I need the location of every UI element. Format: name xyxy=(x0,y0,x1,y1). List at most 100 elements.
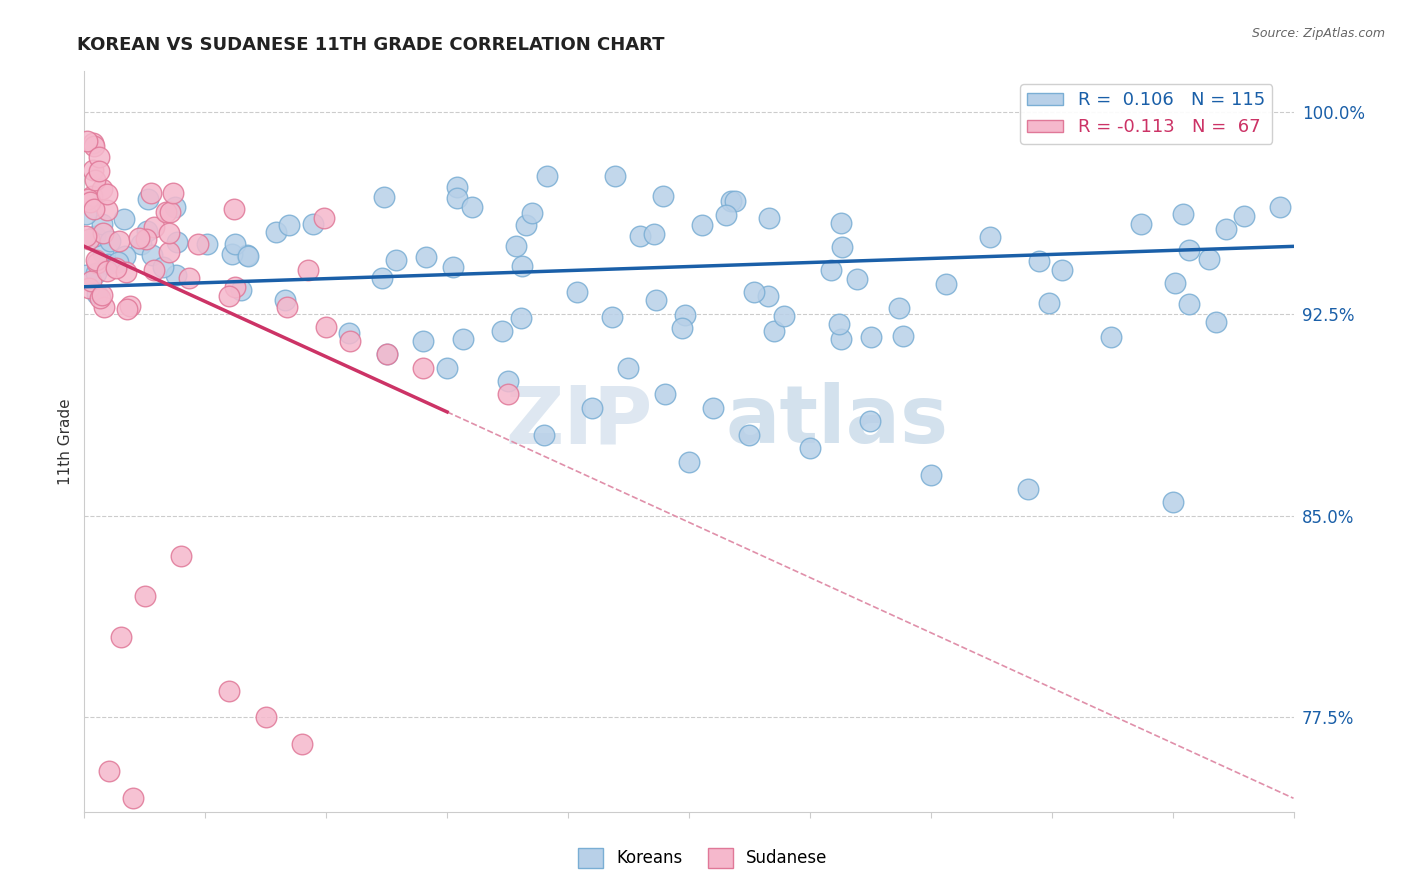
Text: atlas: atlas xyxy=(725,383,948,460)
Point xyxy=(218,289,240,303)
Point xyxy=(80,274,103,288)
Point xyxy=(720,194,742,208)
Point xyxy=(139,186,162,201)
Point xyxy=(370,271,392,285)
Point xyxy=(86,256,108,270)
Point xyxy=(773,309,796,323)
Point xyxy=(935,277,957,292)
Point xyxy=(1028,254,1050,268)
Point xyxy=(138,192,160,206)
Point xyxy=(84,229,107,244)
Point xyxy=(756,289,779,303)
Point xyxy=(644,293,666,308)
Point xyxy=(830,216,852,230)
Point xyxy=(460,201,482,215)
Point xyxy=(86,252,108,267)
Point xyxy=(297,263,319,277)
Point xyxy=(97,257,120,271)
Point xyxy=(162,186,184,201)
Point xyxy=(301,217,323,231)
Point xyxy=(91,226,114,240)
Point xyxy=(600,310,623,325)
Point xyxy=(436,360,458,375)
Point xyxy=(87,163,110,178)
Point xyxy=(83,202,105,217)
Point xyxy=(121,791,143,805)
Point xyxy=(673,308,696,322)
Point xyxy=(91,182,114,196)
Point xyxy=(510,311,533,326)
Point xyxy=(373,190,395,204)
Point xyxy=(75,228,97,243)
Point xyxy=(157,226,180,240)
Point xyxy=(891,329,914,343)
Point xyxy=(643,227,665,242)
Point xyxy=(277,218,299,232)
Point xyxy=(266,225,288,239)
Point xyxy=(118,299,141,313)
Point xyxy=(165,268,187,283)
Point xyxy=(91,246,114,260)
Point xyxy=(98,234,121,248)
Point xyxy=(979,229,1001,244)
Point xyxy=(1129,217,1152,231)
Point xyxy=(762,324,785,338)
Point xyxy=(159,205,181,219)
Point xyxy=(115,265,138,279)
Point xyxy=(678,455,700,469)
Point xyxy=(738,427,761,442)
Point xyxy=(605,169,627,184)
Point xyxy=(496,374,519,388)
Point xyxy=(79,232,101,246)
Point xyxy=(1205,316,1227,330)
Point xyxy=(415,250,437,264)
Point xyxy=(141,248,163,262)
Point xyxy=(177,271,200,285)
Point xyxy=(628,228,651,243)
Text: ZIP: ZIP xyxy=(505,383,652,460)
Point xyxy=(337,326,360,341)
Point xyxy=(82,163,104,178)
Point xyxy=(515,219,537,233)
Point xyxy=(1233,209,1256,223)
Point xyxy=(222,202,245,217)
Point xyxy=(152,260,174,274)
Point xyxy=(195,236,218,251)
Point xyxy=(135,224,157,238)
Point xyxy=(830,332,852,346)
Point xyxy=(654,387,676,401)
Point xyxy=(1050,263,1073,277)
Point xyxy=(236,248,259,262)
Point xyxy=(375,347,398,361)
Point xyxy=(491,324,513,338)
Point xyxy=(108,234,131,248)
Point xyxy=(80,189,103,203)
Point xyxy=(112,212,135,227)
Point xyxy=(134,590,156,604)
Point xyxy=(221,247,243,261)
Point xyxy=(87,150,110,164)
Point xyxy=(652,188,675,202)
Point xyxy=(117,301,139,316)
Point xyxy=(496,387,519,401)
Point xyxy=(131,236,153,251)
Point xyxy=(723,194,745,209)
Legend: R =  0.106   N = 115, R = -0.113   N =  67: R = 0.106 N = 115, R = -0.113 N = 67 xyxy=(1021,84,1272,144)
Point xyxy=(218,683,240,698)
Point xyxy=(90,218,112,232)
Point xyxy=(859,414,882,428)
Point xyxy=(412,360,434,375)
Point xyxy=(79,195,101,210)
Legend: Koreans, Sudanese: Koreans, Sudanese xyxy=(572,841,834,875)
Point xyxy=(77,192,100,206)
Point xyxy=(1215,221,1237,235)
Point xyxy=(412,334,434,348)
Point xyxy=(86,266,108,280)
Point xyxy=(920,468,942,483)
Point xyxy=(315,320,337,334)
Point xyxy=(77,281,100,295)
Point xyxy=(155,205,177,219)
Point xyxy=(291,738,314,752)
Point xyxy=(671,321,693,335)
Point xyxy=(274,293,297,307)
